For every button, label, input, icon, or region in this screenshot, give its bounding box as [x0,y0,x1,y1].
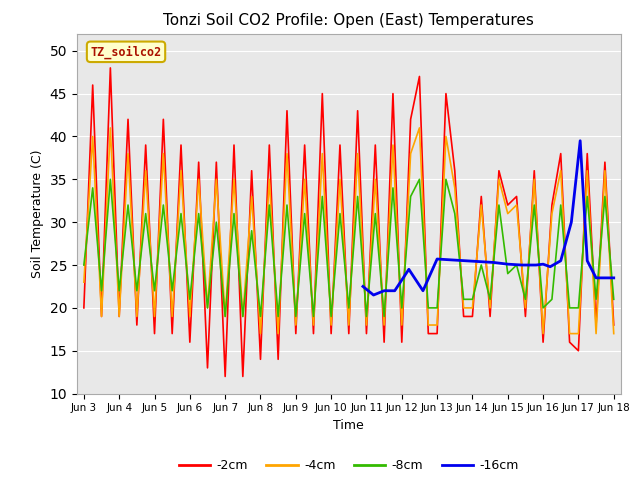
Y-axis label: Soil Temperature (C): Soil Temperature (C) [31,149,44,278]
Title: Tonzi Soil CO2 Profile: Open (East) Temperatures: Tonzi Soil CO2 Profile: Open (East) Temp… [163,13,534,28]
X-axis label: Time: Time [333,419,364,432]
Legend: -2cm, -4cm, -8cm, -16cm: -2cm, -4cm, -8cm, -16cm [173,455,524,477]
Text: TZ_soilco2: TZ_soilco2 [90,45,162,59]
